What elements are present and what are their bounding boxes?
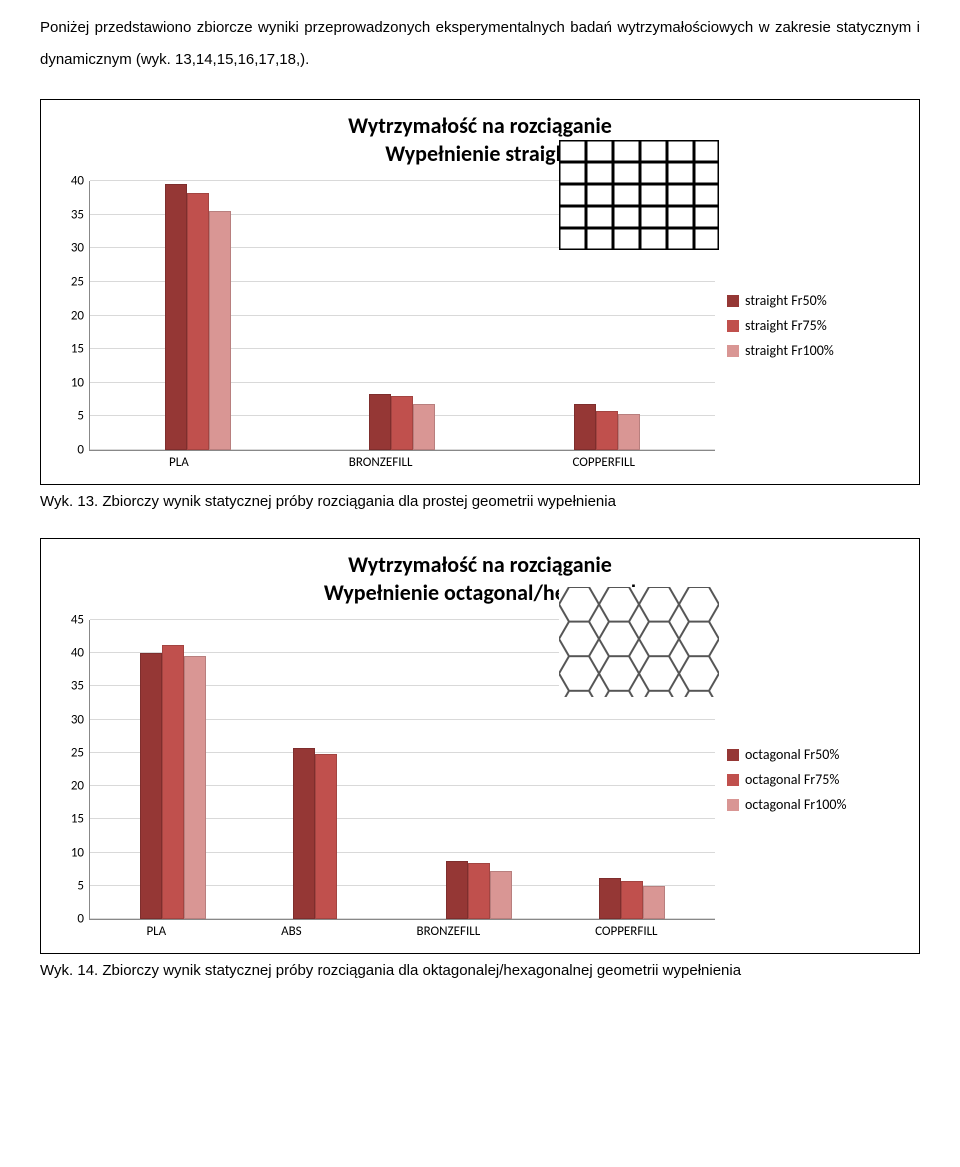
ytick: 10 — [60, 375, 84, 390]
xlabel: COPPERFILL — [572, 455, 634, 470]
chart-straight: Wytrzymałość na rozciąganie Wypełnienie … — [40, 99, 920, 485]
xlabel: PLA — [169, 455, 189, 470]
bar-group — [446, 620, 512, 919]
legend-swatch — [727, 749, 739, 761]
bar — [162, 645, 184, 919]
chart2-legend: octagonal Fr50% octagonal Fr75% octagonal … — [715, 620, 905, 939]
chart2-title: Wytrzymałość na rozciąganie Wypełnienie … — [55, 551, 905, 606]
chart1-legend: straight Fr50% straight Fr75% straight Fr1… — [715, 181, 905, 470]
ytick: 20 — [60, 779, 84, 794]
bar — [165, 184, 187, 450]
ytick: 45 — [60, 613, 84, 628]
chart1-title-line1: Wytrzymałość na rozciąganie — [348, 112, 612, 139]
bar — [209, 211, 231, 450]
ytick: 25 — [60, 274, 84, 289]
legend-item: octagonal Fr75% — [727, 771, 905, 788]
bar — [413, 404, 435, 450]
pattern-grid-icon — [559, 140, 719, 250]
legend-item: straight Fr75% — [727, 317, 905, 334]
bar — [369, 394, 391, 450]
chart-octagonal: Wytrzymałość na rozciąganie Wypełnienie … — [40, 538, 920, 954]
chart2-caption: Wyk. 14. Zbiorczy wynik statycznej próby… — [40, 962, 920, 979]
bar — [468, 863, 490, 919]
bar — [187, 193, 209, 450]
bar-group — [369, 181, 435, 450]
ytick: 0 — [60, 443, 84, 458]
xlabel: BRONZEFILL — [417, 924, 481, 939]
xlabel: BRONZEFILL — [349, 455, 413, 470]
legend-label: octagonal Fr50% — [745, 746, 839, 763]
ytick: 30 — [60, 241, 84, 256]
chart2-xlabels: PLA ABS BRONZEFILL COPPERFILL — [89, 920, 715, 939]
xlabel: PLA — [146, 924, 166, 939]
chart1-title-line2: Wypełnienie straight — [385, 140, 575, 167]
bar — [184, 656, 206, 919]
bar — [446, 861, 468, 919]
bar-group — [293, 620, 359, 919]
bar — [618, 414, 640, 450]
legend-swatch — [727, 345, 739, 357]
ytick: 30 — [60, 712, 84, 727]
legend-label: straight Fr50% — [745, 292, 827, 309]
bar — [293, 748, 315, 919]
ytick: 0 — [60, 912, 84, 927]
ytick: 10 — [60, 845, 84, 860]
bar — [574, 404, 596, 450]
legend-label: octagonal Fr100% — [745, 796, 846, 813]
ytick: 5 — [60, 409, 84, 424]
legend-label: octagonal Fr75% — [745, 771, 839, 788]
bar — [391, 396, 413, 450]
legend-item: octagonal Fr50% — [727, 746, 905, 763]
chart1-xlabels: PLA BRONZEFILL COPPERFILL — [89, 451, 715, 470]
bar — [621, 881, 643, 919]
legend-item: straight Fr50% — [727, 292, 905, 309]
legend-swatch — [727, 295, 739, 307]
bar — [599, 878, 621, 919]
ytick: 15 — [60, 812, 84, 827]
ytick: 25 — [60, 745, 84, 760]
legend-swatch — [727, 774, 739, 786]
bar — [596, 411, 618, 450]
ytick: 20 — [60, 308, 84, 323]
bar — [315, 754, 337, 919]
intro-paragraph: Poniżej przedstawiono zbiorcze wyniki pr… — [40, 12, 920, 75]
legend-item: straight Fr100% — [727, 342, 905, 359]
bar — [140, 653, 162, 919]
ytick: 40 — [60, 174, 84, 189]
legend-swatch — [727, 320, 739, 332]
bar — [490, 871, 512, 919]
chart1-title: Wytrzymałość na rozciąganie Wypełnienie … — [55, 112, 905, 167]
chart2-title-line1: Wytrzymałość na rozciąganie — [348, 551, 612, 578]
bar-group — [140, 620, 206, 919]
ytick: 5 — [60, 878, 84, 893]
bar — [643, 886, 665, 919]
legend-swatch — [727, 799, 739, 811]
xlabel: ABS — [281, 924, 302, 939]
xlabel: COPPERFILL — [595, 924, 657, 939]
ytick: 35 — [60, 679, 84, 694]
pattern-hex-icon — [559, 587, 719, 697]
legend-label: straight Fr100% — [745, 342, 834, 359]
ytick: 15 — [60, 342, 84, 357]
bar-group — [165, 181, 231, 450]
chart1-caption: Wyk. 13. Zbiorczy wynik statycznej próby… — [40, 493, 920, 510]
legend-label: straight Fr75% — [745, 317, 827, 334]
ytick: 40 — [60, 646, 84, 661]
ytick: 35 — [60, 207, 84, 222]
legend-item: octagonal Fr100% — [727, 796, 905, 813]
